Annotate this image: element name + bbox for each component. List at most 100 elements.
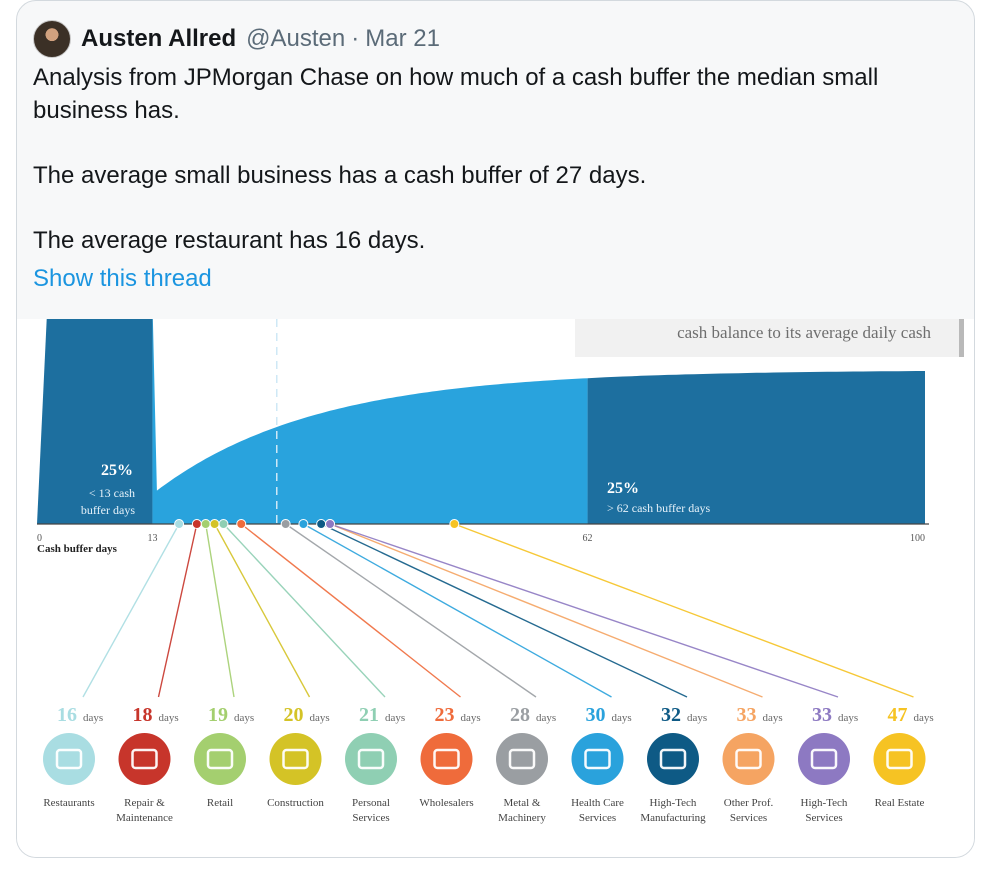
industry-days-value: 23 — [435, 704, 455, 726]
hard-hat-icon-glyph — [282, 748, 309, 770]
industry-days-value: 28 — [510, 704, 530, 726]
industry-days-unit: days — [310, 712, 330, 724]
tweet-date[interactable]: Mar 21 — [365, 25, 440, 52]
industry-days-unit: days — [763, 712, 783, 724]
industry-name: High-Tech — [650, 797, 697, 809]
industry-name: Services — [579, 812, 616, 824]
chip-icon — [647, 733, 699, 785]
separator-dot: · — [351, 25, 360, 52]
industry-axis-dot — [449, 519, 460, 529]
industry-days-value: 47 — [888, 704, 908, 726]
industry-days-value: 19 — [208, 704, 228, 726]
high-quartile-pct: 25% — [607, 480, 639, 497]
industry-name: Services — [352, 812, 389, 824]
industry-days-unit: days — [612, 712, 632, 724]
industry-connector-line — [454, 523, 914, 698]
industry-days-value: 33 — [737, 704, 757, 726]
industry-name: Health Care — [571, 797, 624, 809]
industry-days-unit: days — [838, 712, 858, 724]
middle-50pct-area — [152, 319, 588, 524]
briefcase-icon-glyph — [735, 748, 762, 770]
industry-name: Maintenance — [116, 812, 173, 824]
industry-days-unit: days — [461, 712, 481, 724]
toolbox-icon-glyph — [131, 748, 158, 770]
lowest-quartile-area — [37, 319, 153, 524]
industry-axis-dot — [209, 519, 220, 529]
caduceus-icon — [571, 733, 624, 785]
boxes-icon-glyph — [433, 748, 460, 770]
industry-name: High-Tech — [801, 797, 848, 809]
industry-axis-dot — [218, 519, 229, 529]
industry-days-unit: days — [83, 712, 103, 724]
industry-days-value: 32 — [661, 704, 681, 726]
industry-days-value: 30 — [586, 704, 606, 726]
x-axis-label: Cash buffer days — [37, 543, 118, 555]
industry-name: Retail — [207, 797, 233, 809]
industry-days-unit: days — [914, 712, 934, 724]
hard-hat-icon — [269, 733, 322, 785]
industry-connector-line — [240, 523, 461, 698]
chart-note-text: cash balance to its average daily cash — [677, 323, 931, 342]
industry-name: Machinery — [498, 812, 546, 824]
chip-icon-glyph — [659, 748, 687, 770]
gears-icon-glyph — [508, 748, 536, 770]
x-tick-label: 13 — [147, 533, 157, 544]
industry-days-value: 21 — [359, 704, 379, 726]
industry-name: Services — [730, 812, 767, 824]
low-quartile-desc: buffer days — [81, 503, 135, 517]
high-quartile-desc: > 62 cash buffer days — [607, 501, 711, 515]
author-handle[interactable]: @Austen — [246, 25, 346, 52]
industry-connector-line — [329, 523, 763, 698]
industry-connector-line — [285, 523, 537, 698]
industry-days-value: 33 — [812, 704, 832, 726]
low-quartile-desc: < 13 cash — [89, 486, 135, 500]
cash-buffer-chart: 25% < 13 cash buffer days 25% > 62 cash buff… — [37, 319, 964, 824]
note-box — [575, 319, 959, 357]
industry-days-value: 18 — [133, 704, 153, 726]
for-sale-sign-icon-glyph — [886, 748, 913, 770]
industry-name: Restaurants — [43, 797, 94, 809]
tweet-card[interactable]: Austen Allred @Austen · Mar 21 Analysis … — [16, 0, 975, 858]
x-tick-label: 100 — [910, 533, 925, 544]
industry-axis-dot — [316, 519, 327, 529]
gears-icon — [496, 733, 548, 785]
highest-quartile-area — [587, 371, 925, 524]
industry-name: Repair & — [124, 797, 165, 809]
author-name[interactable]: Austen Allred — [81, 25, 237, 52]
industry-name: Manufacturing — [640, 812, 706, 824]
for-sale-sign-icon — [873, 733, 926, 785]
hanger-icon — [345, 733, 397, 785]
industry-days-unit: days — [159, 712, 179, 724]
industry-name: Wholesalers — [419, 797, 473, 809]
boxes-icon — [420, 733, 473, 785]
tweet-media-image[interactable]: 25% < 13 cash buffer days 25% > 62 cash buff… — [17, 319, 974, 857]
toolbox-icon — [118, 733, 171, 785]
tweet-paragraph: The average restaurant has 16 days. — [33, 227, 426, 254]
industry-days-unit: days — [385, 712, 405, 724]
industry-name: Construction — [267, 797, 324, 809]
caduceus-icon-glyph — [584, 748, 611, 770]
industry-days-unit: days — [687, 712, 707, 724]
industry-axis-dot — [325, 519, 336, 529]
industry-axis-dot — [280, 519, 291, 529]
industry-name: Real Estate — [875, 797, 925, 809]
industry-connector-line — [329, 523, 839, 698]
plate-icon — [43, 733, 95, 785]
avatar[interactable] — [33, 20, 71, 58]
low-quartile-pct: 25% — [101, 462, 133, 479]
show-thread-link[interactable]: Show this thread — [33, 265, 212, 292]
industry-days-unit: days — [536, 712, 556, 724]
tweet-paragraph: Analysis from JPMorgan Chase on how much… — [33, 64, 879, 124]
industry-connector-line — [222, 523, 386, 698]
hanger-icon-glyph — [357, 748, 385, 770]
industry-axis-dot — [191, 519, 202, 529]
industry-axis-dot — [298, 519, 309, 529]
tweet-paragraph: The average small business has a cash bu… — [33, 162, 647, 189]
industry-days-unit: days — [234, 712, 254, 724]
industry-connector-line — [82, 523, 180, 698]
industry-connector-line — [213, 523, 311, 698]
plate-icon-glyph — [55, 748, 83, 770]
industry-axis-dot — [236, 519, 247, 529]
industry-connector-line — [320, 523, 688, 698]
industry-connector-line — [157, 523, 198, 698]
